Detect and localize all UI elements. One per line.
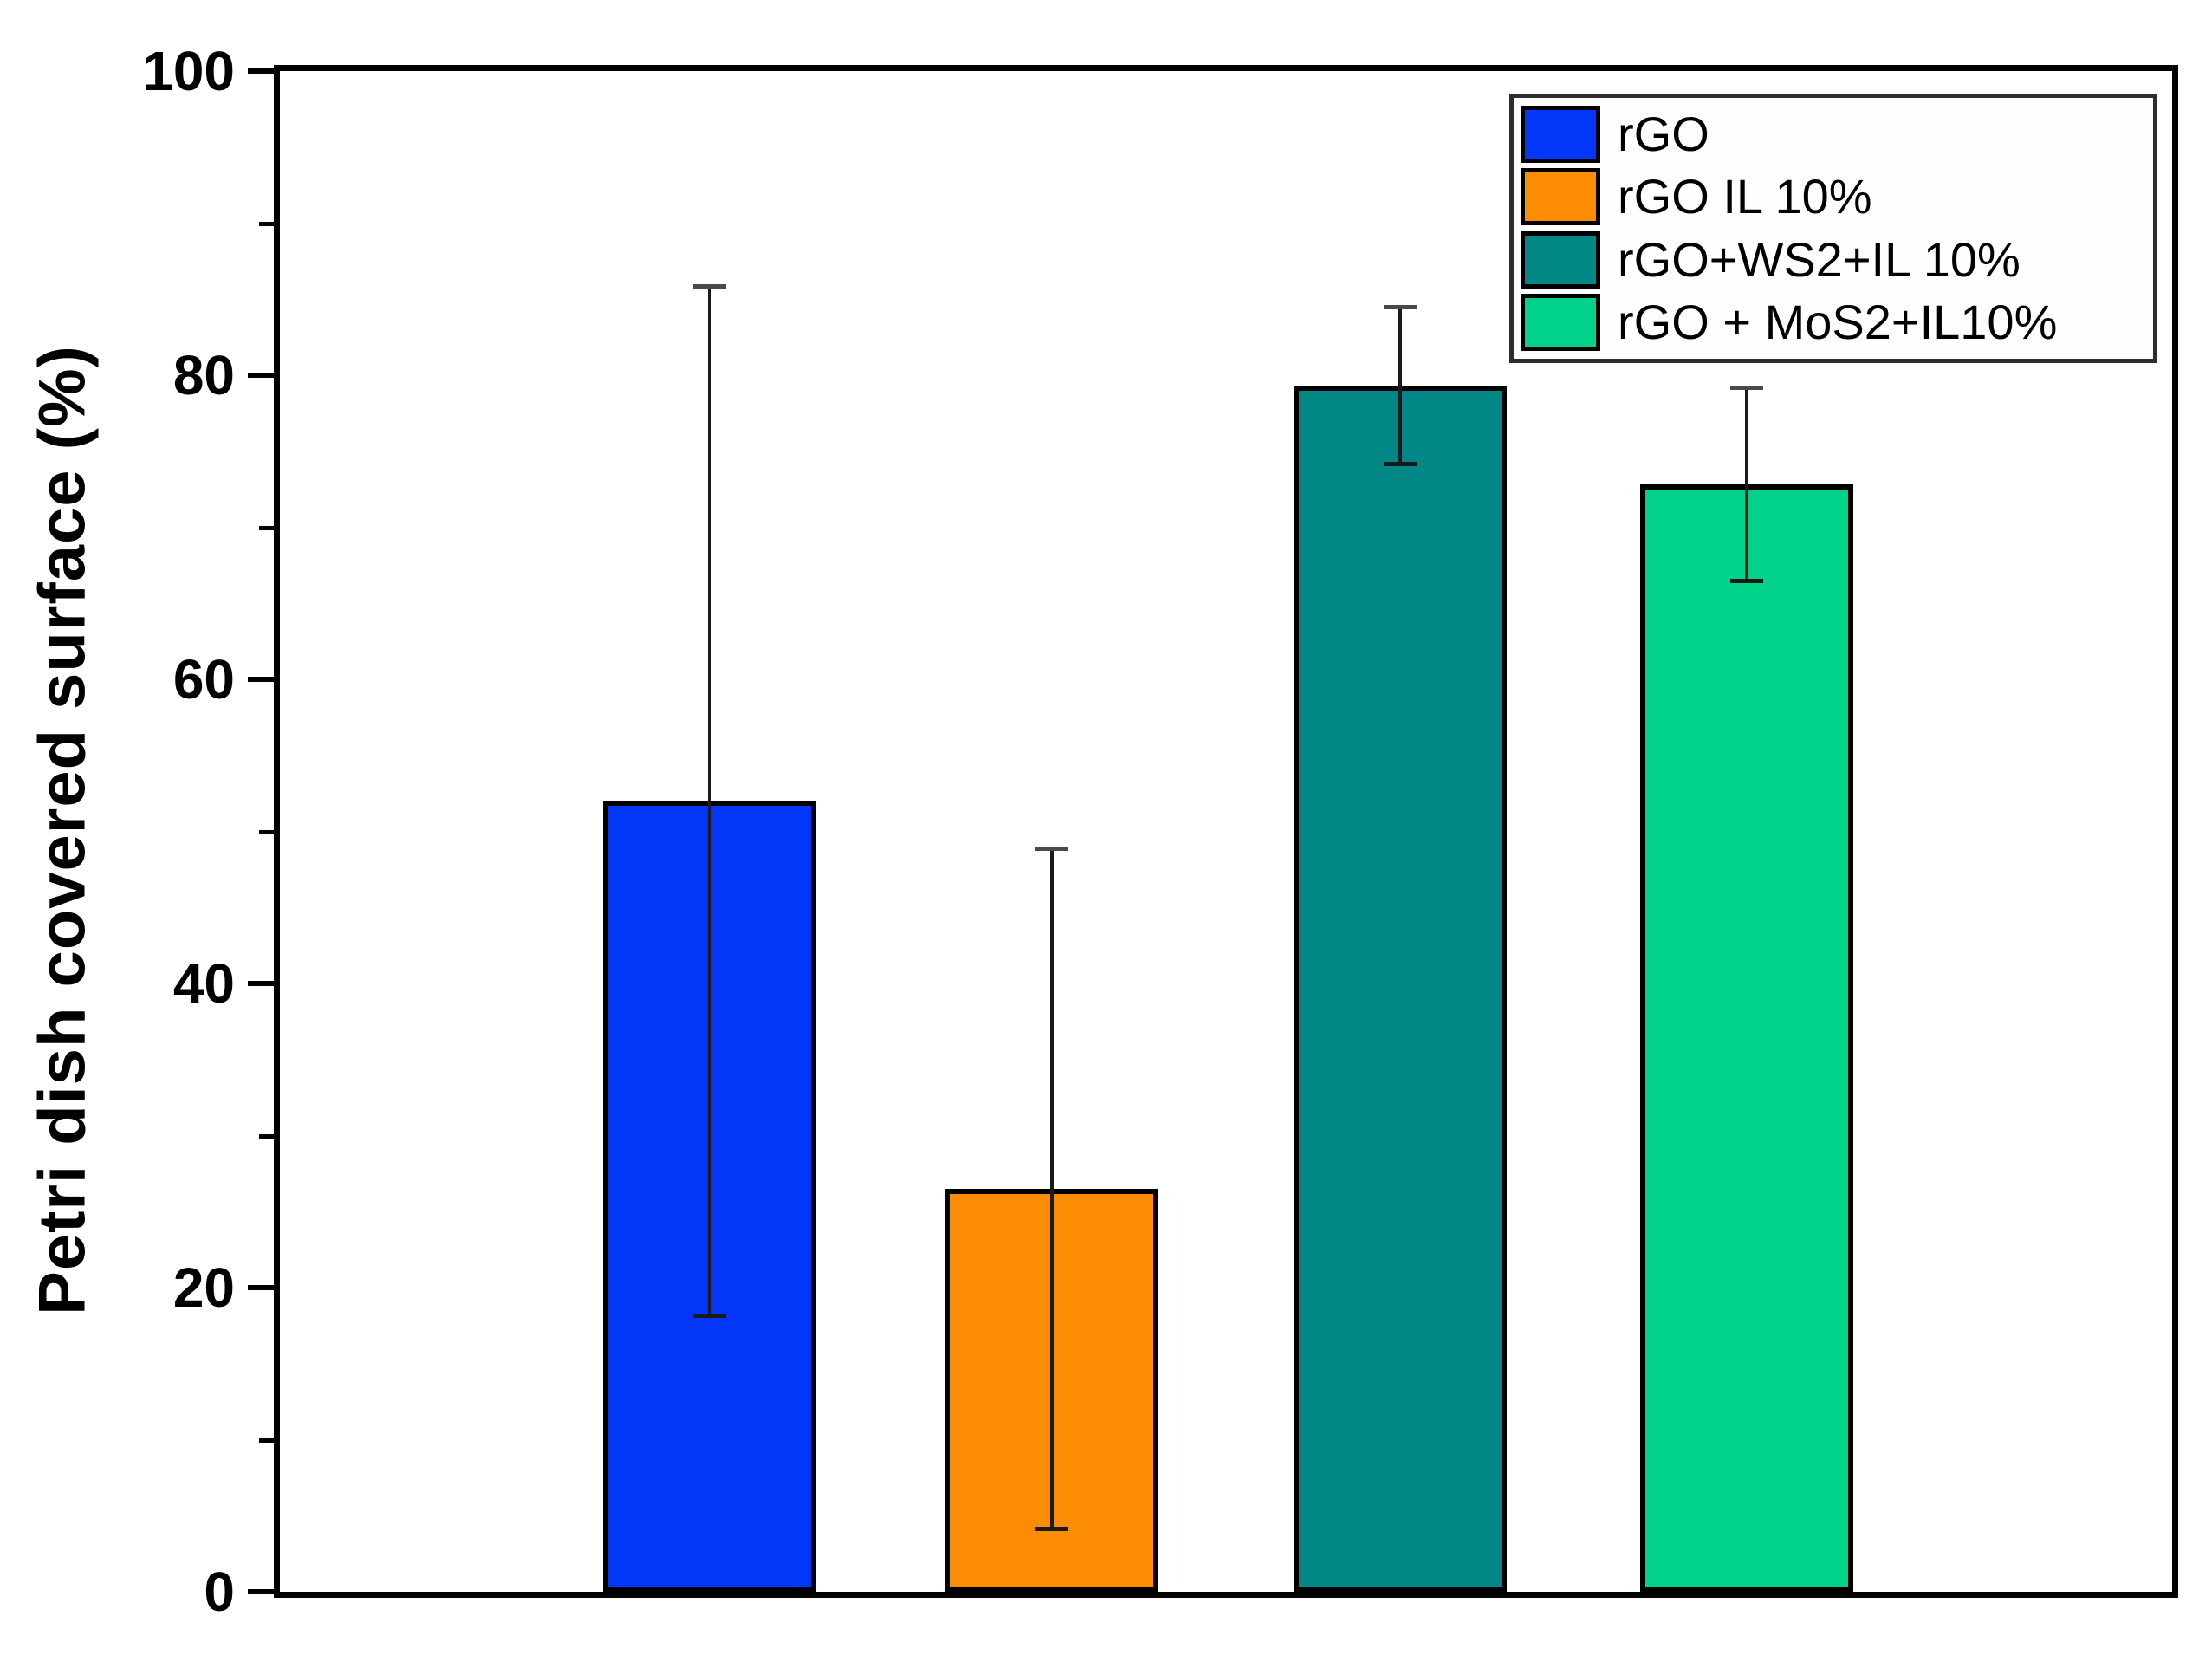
y-tick-label: 100 bbox=[142, 40, 235, 102]
legend-swatch-3 bbox=[1521, 294, 1600, 352]
error-bar-line-1 bbox=[1050, 847, 1054, 1531]
y-axis-title: Petri dish covered surface (%) bbox=[25, 345, 100, 1315]
y-major-tick bbox=[248, 373, 274, 378]
error-cap-bottom-1 bbox=[1035, 1526, 1069, 1531]
y-major-tick bbox=[248, 981, 274, 986]
bar-2 bbox=[1293, 386, 1507, 1592]
y-major-tick bbox=[248, 1285, 274, 1290]
error-bar-line-0 bbox=[707, 283, 711, 1319]
y-tick-label: 80 bbox=[172, 344, 235, 406]
y-tick-label: 40 bbox=[172, 952, 235, 1015]
y-major-tick bbox=[248, 1589, 274, 1594]
error-cap-bottom-3 bbox=[1729, 579, 1763, 584]
y-tick-label: 0 bbox=[204, 1561, 235, 1623]
legend-swatch-2 bbox=[1521, 230, 1600, 289]
legend-row-3: rGO + MoS2+IL10% bbox=[1521, 292, 2153, 354]
legend-row-0: rGO bbox=[1521, 103, 2153, 165]
y-tick-label: 60 bbox=[172, 648, 235, 711]
error-cap-top-3 bbox=[1729, 386, 1763, 391]
error-cap-top-1 bbox=[1035, 847, 1069, 852]
error-bar-line-3 bbox=[1744, 386, 1748, 584]
legend-swatch-1 bbox=[1521, 168, 1600, 226]
legend-label-1: rGO IL 10% bbox=[1618, 169, 1872, 224]
y-minor-tick bbox=[259, 221, 274, 226]
plot-area: 0 20 40 60 80 100 rGO rGO IL 10% rGO+WS2+IL 10%… bbox=[142, 43, 2178, 1619]
legend-row-2: rGO+WS2+IL 10% bbox=[1521, 229, 2153, 290]
y-minor-tick bbox=[259, 829, 274, 834]
legend-label-0: rGO bbox=[1618, 106, 1709, 161]
error-cap-top-2 bbox=[1383, 305, 1417, 310]
error-cap-bottom-2 bbox=[1383, 462, 1417, 467]
y-minor-tick bbox=[259, 1133, 274, 1139]
legend-label-2: rGO+WS2+IL 10% bbox=[1618, 231, 2021, 287]
y-major-tick bbox=[248, 68, 274, 74]
error-cap-top-0 bbox=[692, 283, 726, 289]
y-tick-label: 20 bbox=[172, 1256, 235, 1319]
error-cap-bottom-0 bbox=[692, 1314, 726, 1319]
y-minor-tick bbox=[259, 1438, 274, 1443]
legend-swatch-0 bbox=[1521, 105, 1600, 163]
legend: rGO rGO IL 10% rGO+WS2+IL 10% rGO + MoS2+IL… bbox=[1509, 94, 2157, 363]
legend-label-3: rGO + MoS2+IL10% bbox=[1618, 295, 2058, 350]
y-minor-tick bbox=[259, 525, 274, 530]
legend-row-1: rGO IL 10% bbox=[1521, 166, 2153, 228]
bar-3 bbox=[1639, 484, 1853, 1592]
error-bar-line-2 bbox=[1398, 305, 1402, 467]
y-major-tick bbox=[248, 677, 274, 682]
